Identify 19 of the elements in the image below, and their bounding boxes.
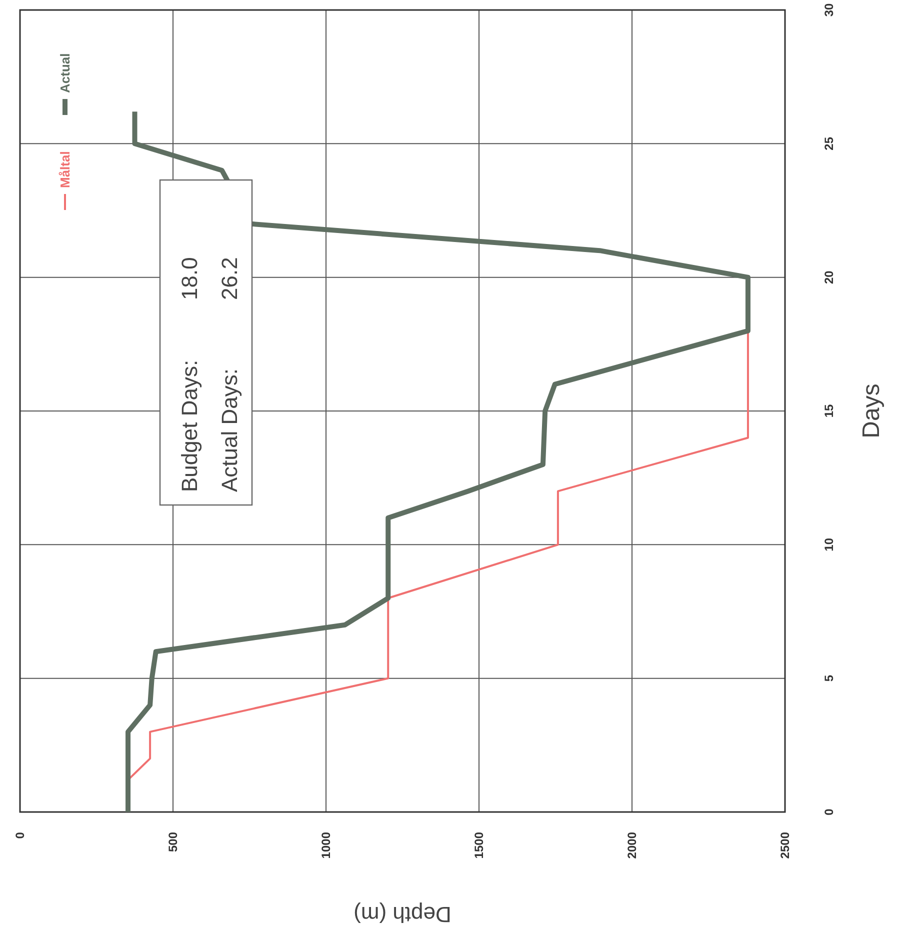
x-tick-label: 1500 (472, 832, 486, 859)
text: Måltal (58, 151, 73, 188)
text: Actual (58, 53, 73, 93)
y-tick-label: 25 (822, 136, 836, 150)
y-tick-label: 30 (822, 3, 836, 17)
x-tick-label: 1000 (319, 832, 334, 859)
x-tick-label: 2500 (778, 832, 792, 859)
x-axis-title: Depth (m) (354, 902, 452, 927)
y-tick-label: 5 (822, 674, 836, 682)
y-tick-label: 10 (822, 538, 836, 552)
x-tick-label: 2000 (625, 832, 640, 859)
y-tick-label: 20 (822, 270, 836, 284)
y-tick-label: 0 (822, 808, 836, 816)
y-axis-title: Days (858, 384, 885, 438)
text: Budget Days: 18.0 (177, 257, 202, 492)
y-tick-label: 15 (822, 404, 836, 418)
text: Actual Days: 26.2 (217, 257, 242, 492)
x-tick-label: 0 (13, 832, 28, 839)
x-tick-label: 500 (166, 832, 180, 852)
